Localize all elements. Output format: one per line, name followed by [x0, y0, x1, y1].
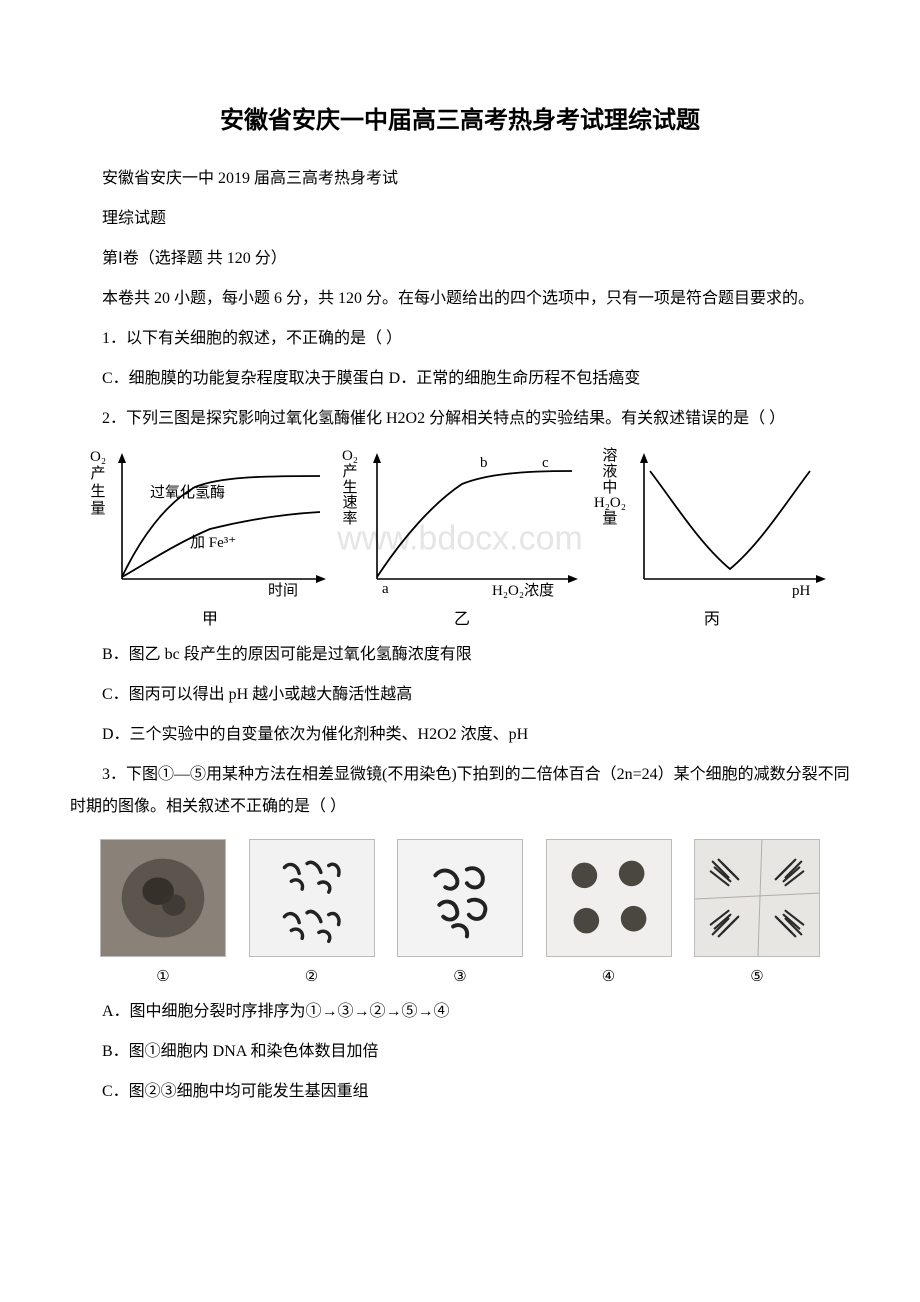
micrograph-row: ① ②: [100, 839, 820, 986]
chart-b-ylabel-2: 生: [342, 481, 357, 497]
chart-c-ylabel-4: 量: [602, 512, 617, 528]
chart-b-xlabel: H₂O₂浓度: [492, 582, 554, 599]
question-3-option-a: A．图中细胞分裂时序排序为①→③→②→⑤→④: [70, 996, 850, 1028]
chart-b-caption: 乙: [342, 605, 582, 629]
chart-c-svg: pH: [630, 449, 830, 599]
chart-b-svg: a b c H₂O₂浓度: [362, 449, 582, 599]
micrograph-caption-5: ⑤: [750, 967, 763, 986]
header-line-1: 安徽省安庆一中 2019 届高三高考热身考试: [70, 163, 850, 195]
chart-a-caption: 甲: [90, 605, 330, 629]
question-2-option-b: B．图乙 bc 段产生的原因可能是过氧化氢酶浓度有限: [70, 639, 850, 671]
question-3-option-b: B．图①细胞内 DNA 和染色体数目加倍: [70, 1036, 850, 1068]
intro-paragraph: 本卷共 20 小题，每小题 6 分，共 120 分。在每小题给出的四个选项中，只…: [70, 283, 850, 315]
chart-a-ylabel-3: 量: [91, 501, 106, 518]
micrograph-caption-2: ②: [305, 967, 318, 986]
chart-b-ylabel-4: 率: [342, 512, 357, 528]
chart-b-ylabel-1: 产: [342, 465, 357, 481]
question-3: 3．下图①—⑤用某种方法在相差显微镜(不用染色)下拍到的二倍体百合（2n=24）…: [70, 759, 850, 823]
chart-a-ylabel-2: 生: [91, 484, 106, 501]
micrograph-item-5: ⑤: [694, 839, 820, 986]
chart-a-bottom-label: 加 Fe³⁺: [190, 534, 236, 551]
question-2: 2．下列三图是探究影响过氧化氢酶催化 H2O2 分解相关特点的实验结果。有关叙述…: [70, 403, 850, 435]
chart-panel-bing: 溶 液 中 H₂O₂ 量 pH 丙: [594, 449, 830, 629]
question-1: 1．以下有关细胞的叙述，不正确的是（ ）: [70, 323, 850, 355]
chart-panel-yi: O₂ 产 生 速 率 a b c H₂O₂浓度 乙: [342, 449, 582, 629]
micrograph-caption-3: ③: [453, 967, 466, 986]
micrograph-caption-4: ④: [602, 967, 615, 986]
chart-c-ylabel-3: H₂O₂: [594, 496, 626, 512]
micrograph-2: [249, 839, 375, 957]
chart-c-ylabel-1: 液: [602, 465, 617, 481]
micrograph-5: [694, 839, 820, 957]
question-3-option-c: C．图②③细胞中均可能发生基因重组: [70, 1076, 850, 1108]
micrograph-3: [397, 839, 523, 957]
chart-panel-jia: O₂ 产 生 量 过氧化氢酶 加 Fe³⁺ 时间 甲: [90, 449, 330, 629]
header-line-3: 第Ⅰ卷（选择题 共 120 分）: [70, 243, 850, 275]
chart-a-ylabel-1: 产: [91, 466, 106, 483]
micrograph-4: [546, 839, 672, 957]
micrograph-item-2: ②: [249, 839, 375, 986]
chart-c-xlabel: pH: [792, 583, 811, 599]
chart-b-ylabel-0: O₂: [342, 449, 358, 465]
chart-b-ylabel-3: 速: [342, 496, 357, 512]
header-line-2: 理综试题: [70, 203, 850, 235]
chart-c-ylabel-0: 溶: [602, 449, 617, 465]
chart-b-label-c: c: [542, 455, 549, 471]
chart-c-ylabel-2: 中: [602, 481, 617, 497]
chart-a-top-label: 过氧化氢酶: [150, 484, 225, 501]
page-title: 安徽省安庆一中届高三高考热身考试理综试题: [70, 100, 850, 135]
micrograph-item-4: ④: [546, 839, 672, 986]
chart-b-label-a: a: [382, 581, 389, 597]
micrograph-item-1: ①: [100, 839, 226, 986]
micrograph-1: [100, 839, 226, 957]
micrograph-item-3: ③: [397, 839, 523, 986]
question-1-options-cd: C．细胞膜的功能复杂程度取决于膜蛋白 D．正常的细胞生命历程不包括癌变: [70, 363, 850, 395]
chart-c-caption: 丙: [594, 605, 830, 629]
chart-a-xlabel: 时间: [268, 582, 298, 599]
question-2-option-d: D．三个实验中的自变量依次为催化剂种类、H2O2 浓度、pH: [70, 719, 850, 751]
micrograph-caption-1: ①: [156, 967, 169, 986]
question-2-option-c: C．图丙可以得出 pH 越小或越大酶活性越高: [70, 679, 850, 711]
chart-a-ylabel-0: O₂: [90, 449, 106, 466]
charts-figure-row: www.bdocx.com O₂ 产 生 量 过氧化氢酶 加 Fe³⁺ 时间 甲: [90, 449, 830, 629]
chart-b-label-b: b: [480, 455, 488, 471]
chart-a-svg: 过氧化氢酶 加 Fe³⁺ 时间: [110, 449, 330, 599]
